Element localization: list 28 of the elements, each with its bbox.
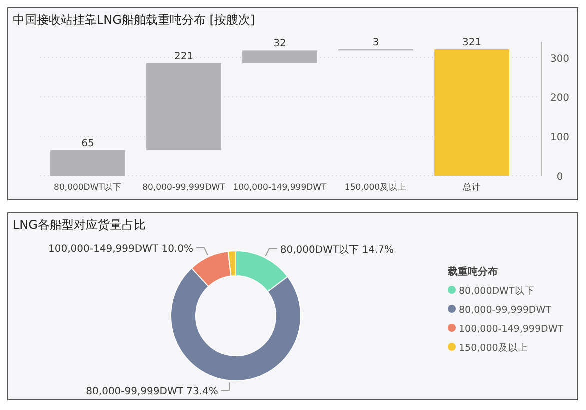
data-label: 100,000-149,999DWT 10.0% [48,244,194,255]
legend-label: 80,000DWT以下 [459,285,535,297]
data-label: 65 [82,138,94,150]
x-tick-label: 80,000DWT以下 [54,182,122,193]
bar [146,63,222,150]
data-label: 80,000DWT以下 14.7% [280,244,394,256]
data-label: 221 [174,51,194,62]
x-tick-label: 总计 [462,182,481,193]
bar [434,49,510,176]
legend-label: 80,000-99,999DWT [459,305,552,316]
legend-label: 150,000及以上 [459,342,528,354]
data-label: 321 [462,37,482,48]
x-tick-label: 100,000-149,999DWT [233,183,328,193]
data-label: 3 [372,37,380,48]
y-tick-label: 100 [550,132,570,144]
legend-label: 100,000-149,999DWT [459,324,564,335]
x-tick-label: 150,000及以上 [344,182,408,193]
bar [50,150,126,176]
chart-title: LNG各船型对应货量占比 [13,218,146,232]
y-tick-label: 300 [550,54,570,65]
y-tick-label: 200 [550,93,570,104]
y-tick-label: 0 [556,172,564,183]
bar [242,50,318,64]
chart-title: 中国接收站挂靠LNG船舶载重吨分布 [按艘次] [13,13,256,27]
legend-title: 载重吨分布 [447,266,498,278]
x-tick-label: 80,000-99,999DWT [142,183,226,193]
data-label: 32 [274,38,286,50]
data-label: 80,000-99,999DWT 73.4% [86,386,218,398]
